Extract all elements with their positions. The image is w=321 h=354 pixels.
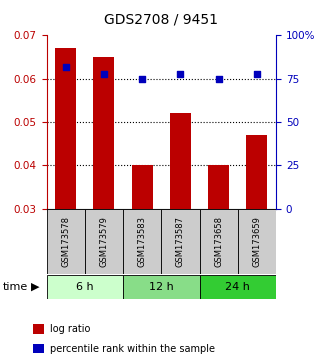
Bar xyxy=(47,275,123,299)
Point xyxy=(101,71,107,76)
Bar xyxy=(200,209,238,274)
Text: GSM173659: GSM173659 xyxy=(252,216,261,267)
Bar xyxy=(123,209,161,274)
Text: GSM173587: GSM173587 xyxy=(176,216,185,267)
Bar xyxy=(85,209,123,274)
Point xyxy=(216,76,221,82)
Point xyxy=(63,64,68,69)
Bar xyxy=(47,209,85,274)
Text: GSM173583: GSM173583 xyxy=(138,216,147,267)
Bar xyxy=(33,343,44,353)
Bar xyxy=(238,209,276,274)
Text: percentile rank within the sample: percentile rank within the sample xyxy=(50,344,215,354)
Text: ▶: ▶ xyxy=(31,282,40,292)
Point xyxy=(178,71,183,76)
Bar xyxy=(55,48,76,209)
Text: log ratio: log ratio xyxy=(50,324,90,334)
Text: 12 h: 12 h xyxy=(149,282,174,292)
Bar xyxy=(170,114,191,209)
Bar xyxy=(208,166,229,209)
Bar xyxy=(161,209,200,274)
Text: 6 h: 6 h xyxy=(76,282,94,292)
Text: 24 h: 24 h xyxy=(225,282,250,292)
Bar xyxy=(123,275,200,299)
Point xyxy=(254,71,259,76)
Bar xyxy=(200,275,276,299)
Text: GSM173579: GSM173579 xyxy=(100,216,108,267)
Text: GSM173658: GSM173658 xyxy=(214,216,223,267)
Text: time: time xyxy=(3,282,29,292)
Text: GDS2708 / 9451: GDS2708 / 9451 xyxy=(103,12,218,27)
Bar xyxy=(132,166,153,209)
Bar xyxy=(247,135,267,209)
Text: GSM173578: GSM173578 xyxy=(61,216,70,267)
Bar xyxy=(93,57,115,209)
Bar xyxy=(33,324,44,334)
Point xyxy=(140,76,145,82)
